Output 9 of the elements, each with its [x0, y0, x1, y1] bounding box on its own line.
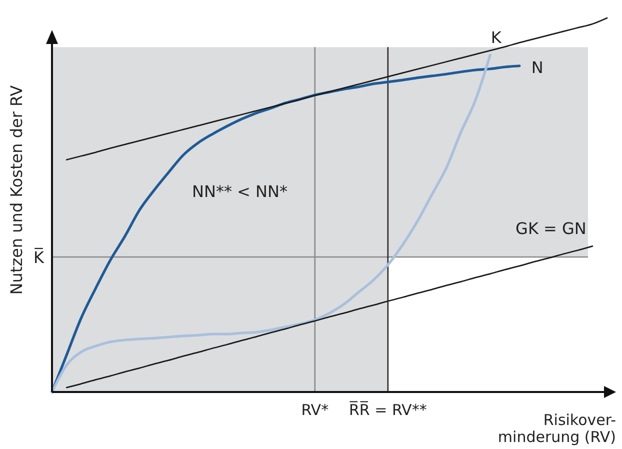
x-axis-title: Risikover- minderung (RV): [498, 411, 616, 446]
series-label: K: [490, 28, 502, 48]
series-label: N: [531, 58, 544, 77]
x-tick-label: R̅R̅ = RV**: [349, 400, 428, 419]
y-axis-title: Nutzen und Kosten der RV: [7, 85, 26, 295]
series-label: GK = GN: [516, 219, 586, 238]
ref-line-label: K̅: [34, 247, 44, 267]
annotation: NN** < NN*: [192, 182, 288, 201]
x-tick-label: RV*: [301, 401, 330, 419]
